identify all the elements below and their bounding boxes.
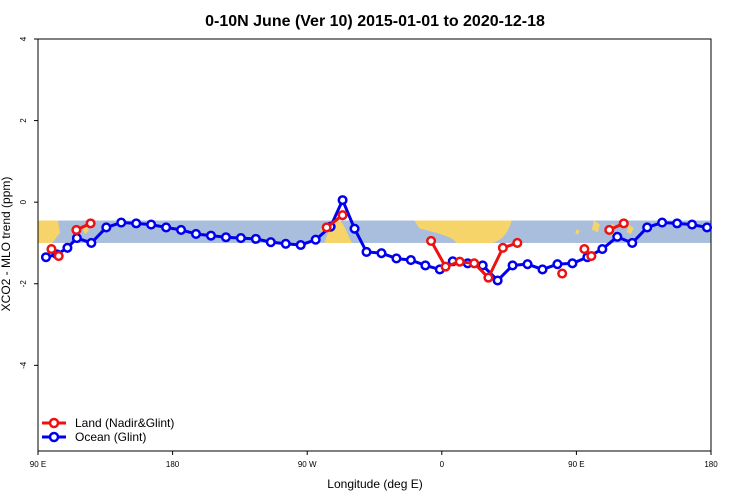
land-data-point (586, 250, 597, 262)
land-data-point (85, 218, 96, 229)
ocean-data-point (552, 259, 563, 270)
land-data-point (557, 268, 568, 279)
y-tick-label: 0 (19, 199, 28, 204)
land-data-point (512, 237, 523, 249)
ocean-data-point (131, 218, 142, 229)
ocean-data-point (391, 253, 402, 264)
plot-frame (37, 38, 712, 452)
ocean-data-point (687, 219, 698, 230)
land-data-point (321, 222, 332, 233)
land-shape-new-guinea (626, 225, 634, 235)
series-layer (40, 195, 713, 286)
x-tick-label: 90 W (298, 460, 317, 469)
land-data-point (497, 242, 508, 253)
ocean-data-point (62, 242, 73, 253)
y-tick-label: 2 (19, 118, 28, 123)
ocean-data-point (642, 222, 653, 233)
ocean-data-point (337, 195, 348, 206)
land-shape-asia-west (38, 220, 60, 243)
ocean-data-point (295, 239, 306, 251)
y-tick-label: -2 (19, 280, 28, 288)
ocean-data-point (420, 260, 431, 271)
ocean-data-point (116, 217, 127, 228)
land-shape-africa (414, 220, 512, 243)
x-axis-label: Longitude (deg E) (327, 477, 422, 491)
ocean-data-point (190, 228, 202, 240)
ocean-data-point (86, 237, 97, 249)
ocean-data-point (310, 234, 321, 245)
land-shape-central-america (324, 220, 353, 243)
ocean-data-point (361, 246, 372, 257)
ocean-data-point (235, 233, 246, 244)
y-tick-label: 4 (19, 36, 28, 41)
ocean-data-point (280, 238, 291, 249)
x-axis: 90 E 180 90 W 0 90 E 180 (30, 451, 718, 469)
legend: Land (Nadir&Glint) Ocean (Glint) (42, 416, 174, 444)
ocean-data-point (176, 224, 187, 235)
x-tick-label: 180 (166, 460, 180, 469)
legend-land-marker (48, 417, 60, 429)
ocean-data-point (672, 218, 683, 229)
land-data-point (71, 224, 82, 235)
ocean-data-point (701, 222, 713, 233)
land-data-point (579, 244, 590, 255)
y-axis: -4 -2 0 2 4 (19, 36, 38, 369)
ocean-data-point (567, 258, 578, 269)
ocean-data-point (376, 248, 387, 259)
x-tick-label: 90 E (30, 460, 46, 469)
y-axis-label: XCO2 - MLO trend (ppm) (0, 177, 13, 312)
land-data-point (454, 256, 465, 267)
x-tick-label: 0 (440, 460, 445, 469)
ocean-data-point (220, 232, 231, 243)
land-data-point (604, 224, 615, 235)
ocean-data-point (627, 237, 638, 249)
ocean-data-point (250, 233, 261, 244)
ocean-data-point (657, 217, 668, 228)
legend-ocean-marker (48, 431, 60, 443)
land-data-point (440, 261, 451, 272)
land-shape-islands-east (575, 229, 580, 235)
ocean-data-point (507, 260, 518, 271)
legend-ocean-label: Ocean (Glint) (75, 430, 146, 444)
ocean-data-point (265, 237, 276, 248)
legend-item-land: Land (Nadir&Glint) (42, 416, 174, 430)
ocean-data-point (597, 244, 608, 255)
land-data-point (483, 272, 494, 283)
land-data-point (469, 258, 480, 269)
x-tick-label: 90 E (568, 460, 584, 469)
y-tick-label: -4 (19, 361, 28, 369)
land-data-point (337, 210, 348, 221)
ocean-data-point (349, 223, 360, 234)
ocean-data-point (101, 222, 112, 233)
ocean-data-point (537, 264, 548, 275)
land-data-point (426, 235, 437, 246)
ocean-data-point (40, 252, 52, 263)
ocean-data-point (71, 233, 82, 244)
ocean-data-point (405, 255, 416, 266)
ocean-data-point (477, 260, 488, 271)
legend-land-label: Land (Nadir&Glint) (75, 416, 174, 430)
ocean-data-point (492, 275, 503, 286)
land-data-point (53, 250, 64, 262)
land-data-point (618, 218, 629, 229)
land-data-point (46, 244, 57, 255)
ocean-data-point (522, 259, 533, 270)
ocean-data-point (612, 231, 623, 242)
x-tick-label: 180 (704, 460, 718, 469)
ocean-data-point (146, 219, 157, 230)
ocean-data-point (205, 230, 217, 241)
legend-item-ocean: Ocean (Glint) (42, 430, 146, 444)
land-shape-borneo (591, 220, 600, 233)
chart-title: 0-10N June (Ver 10) 2015-01-01 to 2020-1… (205, 13, 545, 30)
ocean-data-point (161, 222, 172, 233)
